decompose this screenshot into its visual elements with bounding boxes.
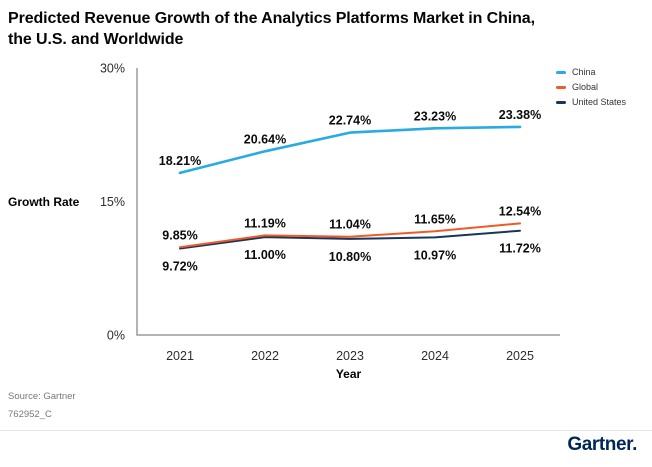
y-tick-label: 15% <box>100 195 125 209</box>
data-label-united-states: 11.00% <box>244 248 286 262</box>
data-label-global: 11.19% <box>244 216 286 230</box>
legend-item-china: China <box>556 67 626 77</box>
data-label-china: 20.64% <box>244 132 286 146</box>
data-label-global: 11.04% <box>329 218 371 232</box>
chart-legend: China Global United States <box>556 67 626 107</box>
x-tick-label: 2025 <box>506 349 534 363</box>
x-tick-label: 2021 <box>166 349 194 363</box>
legend-label: United States <box>572 97 627 107</box>
data-label-united-states: 9.72% <box>162 260 197 274</box>
y-axis-title: Growth Rate <box>8 195 80 209</box>
source-text: Source: Gartner <box>8 391 76 402</box>
footer-divider <box>0 430 652 431</box>
data-label-global: 12.54% <box>499 204 541 218</box>
x-tick-label: 2024 <box>421 349 449 363</box>
legend-item-global: Global <box>556 82 626 92</box>
data-label-china: 23.23% <box>414 109 456 123</box>
legend-swatch-icon <box>556 100 566 104</box>
source-note: Source: Gartner 762952_C <box>8 388 76 423</box>
data-label-global: 9.85% <box>162 228 197 242</box>
y-tick-label: 30% <box>100 62 125 76</box>
data-label-global: 11.65% <box>414 212 456 226</box>
data-label-united-states: 11.72% <box>499 242 541 256</box>
legend-label: Global <box>572 82 599 92</box>
gartner-logo: Gartner. <box>567 434 637 455</box>
x-tick-label: 2022 <box>251 349 279 363</box>
series-line-global <box>179 222 521 249</box>
legend-item-united-states: United States <box>556 97 626 107</box>
line-chart: 0% 15% 30% 2021 2022 2023 2024 2025 Year Growth R… <box>8 62 560 381</box>
data-label-united-states: 10.97% <box>414 248 456 262</box>
axis-lines <box>136 68 560 336</box>
legend-swatch-icon <box>556 85 566 89</box>
chart-title: Predicted Revenue Growth of the Analytic… <box>8 10 535 49</box>
legend-label: China <box>572 67 596 77</box>
y-tick-label: 0% <box>107 329 125 343</box>
legend-swatch-icon <box>556 70 566 74</box>
x-tick-label: 2023 <box>336 349 364 363</box>
document-code: 762952_C <box>8 408 52 420</box>
series-line-united-states <box>179 229 521 250</box>
data-label-united-states: 10.80% <box>329 250 371 264</box>
data-label-china: 22.74% <box>329 114 371 128</box>
x-axis-title: Year <box>336 367 362 381</box>
data-label-china: 23.38% <box>499 108 541 122</box>
data-label-china: 18.21% <box>159 154 201 168</box>
series-line-china <box>178 125 522 175</box>
